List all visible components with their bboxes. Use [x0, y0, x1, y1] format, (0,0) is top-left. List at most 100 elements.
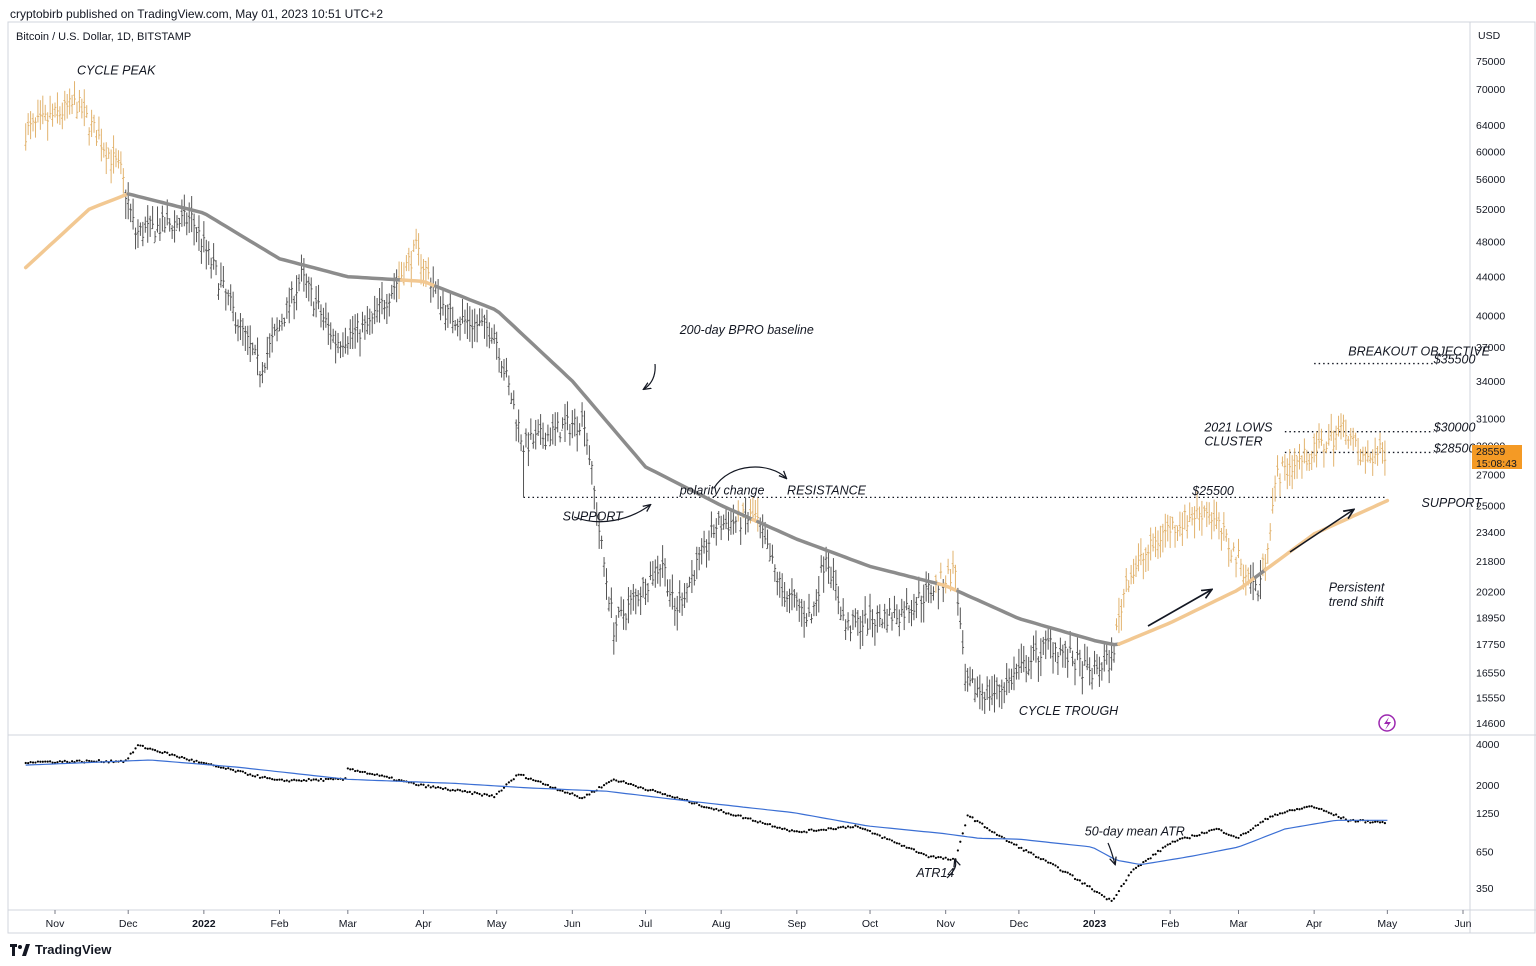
atr14-dot	[368, 772, 371, 775]
atr14-dot	[1154, 853, 1157, 856]
atr14-dot	[197, 761, 201, 764]
brand-name: TradingView	[35, 942, 112, 957]
atr14-dot	[85, 759, 88, 762]
atr14-dot	[612, 778, 615, 781]
atr14-dot	[1271, 815, 1274, 818]
atr14-dot	[373, 773, 376, 776]
atr14-dot	[88, 759, 91, 763]
atr14-dot	[876, 833, 879, 836]
annotation-arrow	[1107, 842, 1115, 864]
atr14-dot	[676, 796, 679, 799]
atr14-dot	[1051, 863, 1055, 866]
atr14-dot	[527, 777, 530, 781]
atr14-dot	[1339, 817, 1343, 820]
atr14-dot	[1010, 841, 1013, 844]
atr14-dot	[624, 781, 628, 785]
atr14-dot	[1120, 885, 1123, 888]
annotation-arrow	[573, 505, 650, 523]
price-tick-label: 15550	[1476, 692, 1505, 704]
atr14-dot	[183, 756, 186, 760]
baseline-segment	[433, 284, 755, 522]
atr14-dot	[1098, 891, 1101, 895]
atr14-dot	[131, 751, 135, 754]
price-tick-label: 27000	[1476, 469, 1505, 481]
annotation-label: Persistent	[1329, 581, 1385, 595]
atr14-dot	[263, 775, 266, 778]
baseline-segment	[399, 278, 438, 288]
atr14-dot	[766, 823, 769, 826]
atr14-dot	[749, 817, 752, 820]
atr14-dot	[61, 760, 64, 763]
atr14-dot	[966, 814, 969, 817]
baseline-segment	[956, 589, 1121, 647]
atr14-dot	[361, 770, 364, 774]
atr14-dot	[1044, 859, 1047, 862]
symbol-title: Bitcoin / U.S. Dollar, 1D, BITSTAMP	[16, 31, 192, 43]
atr14-dot	[839, 826, 842, 829]
atr14-dot	[1017, 846, 1020, 850]
atr14-dot	[1300, 807, 1304, 810]
atr14-dot	[366, 772, 369, 775]
atr14-dot	[66, 760, 69, 764]
atr14-dot	[634, 784, 637, 788]
atr14-dot	[305, 779, 308, 782]
atr14-dot	[739, 814, 742, 817]
atr14-dot	[764, 822, 767, 825]
atr-tick-label: 650	[1476, 846, 1494, 858]
atr14-dot	[580, 797, 584, 800]
atr14-dot	[671, 795, 674, 799]
atr14-dot	[673, 796, 676, 799]
atr14-dot	[785, 828, 789, 832]
atr14-dot	[776, 826, 779, 829]
atr14-dot	[258, 776, 262, 779]
atr14-dot	[822, 828, 825, 831]
annotation-label: CYCLE PEAK	[77, 64, 156, 78]
atr14-dot	[720, 808, 723, 812]
atr14-dot	[1112, 897, 1116, 900]
atr14-dot	[1181, 837, 1184, 840]
atr14-dot	[537, 780, 540, 783]
atr14-dot	[1156, 849, 1160, 852]
time-tick-label: Nov	[936, 918, 955, 930]
time-axis[interactable]: Nov Dec 2022 Feb Mar Apr May Jun Jul Aug Sep Oct Nov…	[46, 910, 1472, 930]
atr14-dot	[578, 796, 581, 800]
atr14-dot	[656, 791, 659, 794]
atr14-dot	[446, 788, 449, 791]
atr14-dot	[917, 851, 920, 854]
atr14-dot	[1032, 853, 1035, 856]
brand-footer[interactable]: TradingView	[10, 942, 111, 957]
atr14-dot	[1193, 834, 1196, 837]
atr14-dot	[466, 791, 469, 794]
atr14-dot	[302, 778, 306, 782]
atr14-dot	[1195, 834, 1199, 837]
atr14-dot	[768, 822, 772, 826]
atr14-dot	[283, 779, 286, 783]
atr14-dot	[519, 773, 523, 776]
atr14-dot	[300, 779, 303, 783]
price-tick-label: 23400	[1476, 527, 1505, 539]
price-axis[interactable]: USD 75000 70000 64000 60000 56000 52000 48000 44…	[1476, 30, 1505, 895]
atr14-dot	[156, 750, 159, 753]
atr14-dot	[646, 789, 650, 792]
annotation-arrow	[644, 363, 656, 389]
baseline-segment	[936, 582, 960, 593]
atr14-dot	[322, 779, 325, 782]
atr14-dot	[900, 844, 903, 847]
atr14-dot	[324, 777, 327, 781]
atr14-dot	[1149, 857, 1152, 860]
atr14-dot	[1105, 898, 1108, 901]
atr14-dot	[217, 765, 220, 768]
atr14-dot	[268, 777, 271, 780]
price-tick-label: 20200	[1476, 587, 1505, 599]
price-tick-label: 64000	[1476, 120, 1505, 132]
atr14-dot	[195, 759, 198, 762]
atr14-dot	[70, 760, 74, 763]
atr14-dot	[483, 792, 486, 796]
atr14-dot	[1364, 821, 1367, 824]
annotation-label: RESISTANCE	[787, 483, 867, 497]
atr14-dot	[895, 842, 898, 845]
tradingview-logo-icon	[10, 943, 30, 956]
atr14-dot	[1069, 873, 1072, 876]
atr14-dot	[541, 782, 545, 785]
